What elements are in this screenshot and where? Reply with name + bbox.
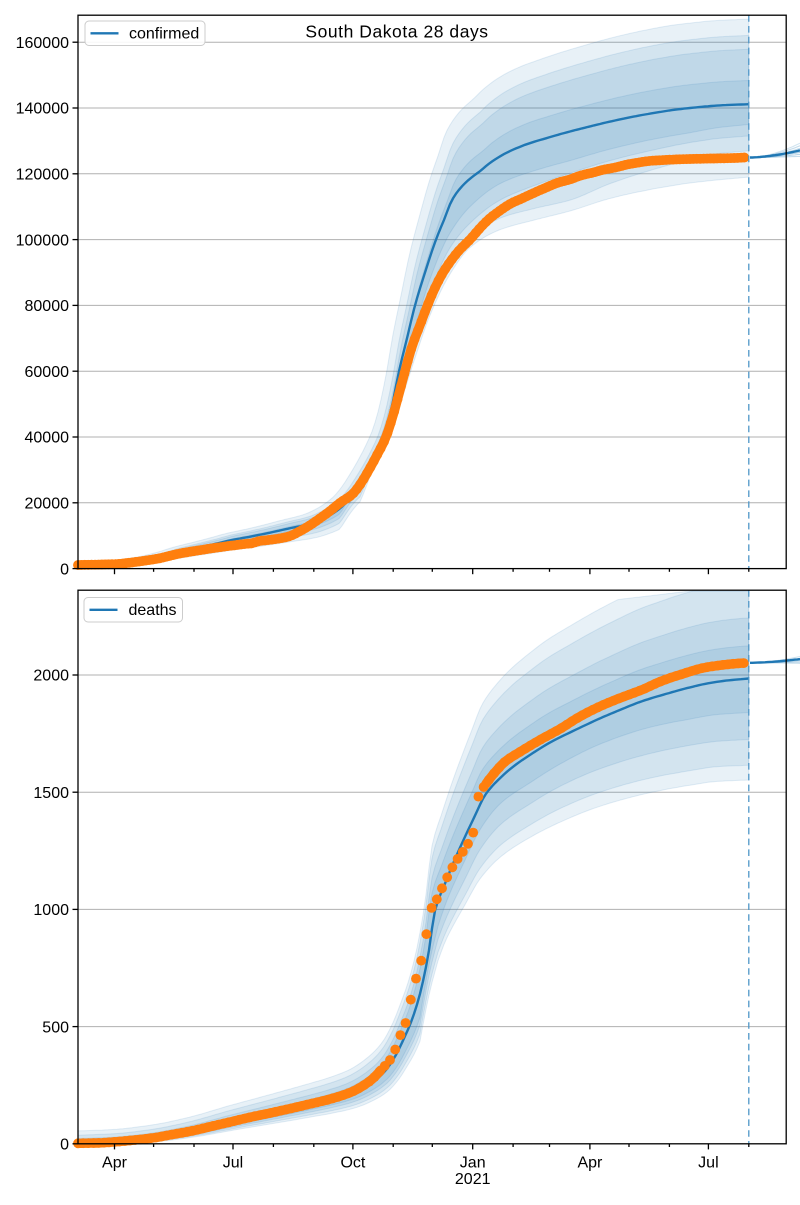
svg-text:confirmed: confirmed <box>129 26 199 43</box>
svg-text:Jul: Jul <box>698 1155 718 1172</box>
svg-text:140000: 140000 <box>16 101 69 118</box>
svg-text:Apr: Apr <box>102 1155 128 1172</box>
svg-text:20000: 20000 <box>25 496 70 513</box>
svg-text:2000: 2000 <box>33 668 69 685</box>
svg-text:deaths: deaths <box>129 602 177 619</box>
svg-text:South Dakota 28 days: South Dakota 28 days <box>305 22 488 42</box>
svg-text:0: 0 <box>60 1137 69 1154</box>
svg-text:500: 500 <box>42 1019 69 1036</box>
svg-text:100000: 100000 <box>16 232 69 249</box>
svg-text:1000: 1000 <box>33 902 69 919</box>
svg-text:60000: 60000 <box>25 364 70 381</box>
svg-text:0: 0 <box>60 561 69 578</box>
svg-text:120000: 120000 <box>16 167 69 184</box>
svg-text:80000: 80000 <box>25 298 70 315</box>
svg-text:Jul: Jul <box>223 1155 243 1172</box>
svg-text:160000: 160000 <box>16 35 69 52</box>
svg-text:Jan: Jan <box>460 1155 486 1172</box>
svg-text:2021: 2021 <box>455 1171 491 1188</box>
svg-text:Apr: Apr <box>577 1155 603 1172</box>
svg-text:40000: 40000 <box>25 430 70 447</box>
svg-text:Oct: Oct <box>340 1155 365 1172</box>
svg-text:1500: 1500 <box>33 785 69 802</box>
